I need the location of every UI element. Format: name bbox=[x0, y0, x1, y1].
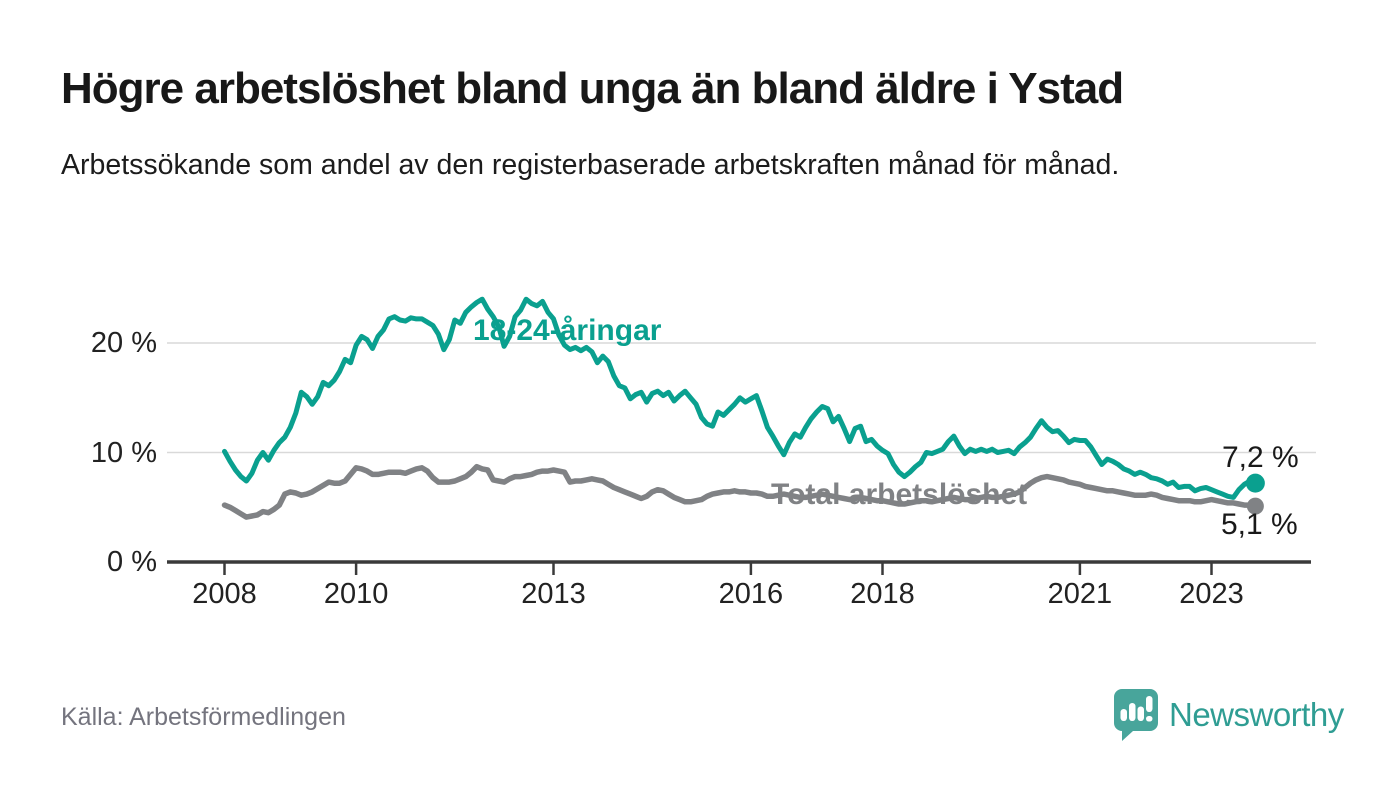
page-title: Högre arbetslöshet bland unga än bland ä… bbox=[61, 64, 1124, 113]
x-tick-label-2016: 2016 bbox=[718, 578, 784, 610]
youth-line bbox=[222, 296, 1258, 500]
y-tick-label-20: 20 % bbox=[90, 327, 157, 359]
newsworthy-logo-text: Newsworthy bbox=[1169, 696, 1344, 733]
x-tick-label-2010: 2010 bbox=[323, 578, 389, 610]
x-tick-label-2021: 2021 bbox=[1047, 578, 1113, 610]
y-tick-label-0: 0 % bbox=[107, 546, 157, 578]
source-note: Källa: Arbetsförmedlingen bbox=[61, 703, 346, 731]
youth-end-dot bbox=[1245, 473, 1265, 493]
total-line bbox=[221, 463, 1259, 520]
page-subtitle: Arbetssökande som andel av den registerb… bbox=[61, 149, 1120, 181]
youth-series-label: 18-24-åringar bbox=[473, 314, 662, 347]
x-tick-label-2013: 2013 bbox=[521, 578, 586, 610]
total-end-dot bbox=[1246, 497, 1264, 515]
newsworthy-logo-icon bbox=[1114, 689, 1158, 741]
newsworthy-logo: Newsworthy bbox=[1113, 688, 1344, 742]
y-tick-label-10: 10 % bbox=[90, 436, 157, 469]
x-tick-label-2018: 2018 bbox=[850, 578, 915, 610]
total-end-value: 5,1 % bbox=[1221, 508, 1298, 541]
x-tick-label-2023: 2023 bbox=[1179, 578, 1244, 610]
youth-end-value: 7,2 % bbox=[1222, 441, 1299, 474]
x-tick-label-2008: 2008 bbox=[192, 578, 257, 610]
total-series-label: Total arbetslöshet bbox=[771, 478, 1028, 511]
